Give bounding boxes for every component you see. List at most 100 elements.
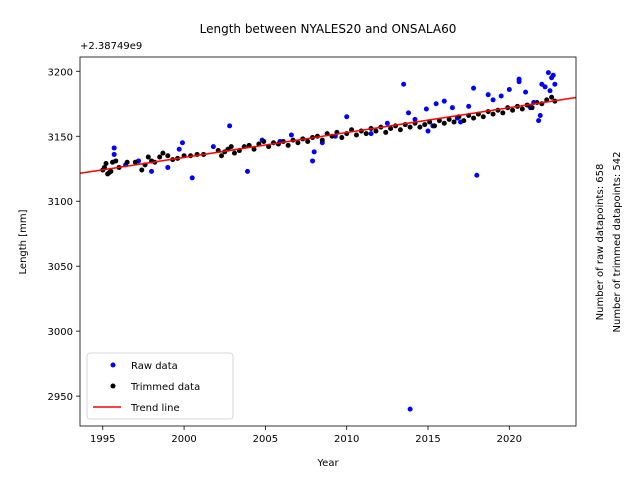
raw-data-point (423, 106, 429, 112)
y-axis-label: Length [mm] (18, 209, 29, 274)
trimmed-data-point (388, 125, 394, 131)
raw-data-point (407, 406, 413, 412)
trimmed-data-point (261, 138, 267, 144)
raw-data-point (537, 112, 543, 118)
trimmed-data-point (383, 129, 389, 135)
trimmed-data-point (397, 127, 403, 133)
y-tick-label: 3000 (48, 327, 73, 338)
trimmed-data-point (446, 116, 452, 122)
x-tick-label: 1995 (90, 434, 115, 445)
raw-data-point (506, 86, 512, 92)
trimmed-data-point (471, 115, 477, 121)
raw-data-point (441, 98, 447, 104)
trimmed-data-point (529, 105, 535, 111)
trimmed-data-point (285, 142, 291, 148)
raw-data-point (288, 132, 294, 138)
raw-data-point (368, 131, 374, 137)
raw-count-annotation: Number of raw datapoints: 658 (595, 164, 606, 321)
trimmed-data-point (480, 114, 486, 120)
x-tick-label: 2015 (415, 434, 440, 445)
trimmed-data-point (139, 167, 145, 173)
trimmed-data-point (319, 137, 325, 143)
trimmed-data-point (436, 118, 442, 124)
trimmed-data-point (251, 146, 257, 152)
x-axis: 1995 2000 2005 2010 2015 2020 (90, 426, 522, 445)
legend-box (86, 352, 234, 420)
raw-data-point (245, 168, 251, 174)
raw-data-point (449, 105, 455, 111)
raw-data-point (550, 72, 556, 78)
trimmed-data-point (295, 140, 301, 146)
raw-data-point (210, 144, 216, 150)
raw-data-point (165, 164, 171, 170)
raw-data-point (523, 89, 529, 95)
trimmed-data-point (422, 122, 428, 128)
raw-data-point (547, 88, 553, 94)
legend-trimmed-label: Trimmed data (130, 382, 200, 393)
y-tick-label: 2950 (48, 392, 73, 403)
raw-data-point (311, 149, 317, 155)
trimmed-count-annotation: Number of trimmed datapoints: 542 (612, 151, 623, 332)
trimmed-data-point (113, 158, 119, 164)
trimmed-data-point (108, 168, 114, 174)
raw-data-point (552, 81, 558, 87)
x-axis-label: Year (316, 458, 339, 469)
trimmed-data-point (339, 135, 345, 141)
x-tick-label: 2005 (253, 434, 278, 445)
trimmed-data-point (417, 124, 423, 130)
raw-data-point (498, 93, 504, 99)
trimmed-data-point (305, 138, 311, 144)
raw-data-point (425, 128, 431, 134)
raw-data-point (149, 168, 155, 174)
raw-data-point (516, 76, 522, 82)
raw-data-point (471, 85, 477, 91)
y-tick-label: 3050 (48, 262, 73, 273)
trimmed-data-point (441, 120, 447, 126)
trimmed-data-point (407, 124, 413, 130)
raw-data-point (536, 118, 542, 124)
trimmed-data-point (157, 154, 163, 160)
raw-data-point (412, 116, 418, 122)
trimmed-data-point (218, 153, 224, 159)
raw-data-point (111, 151, 117, 157)
x-tick-label: 2020 (497, 434, 522, 445)
y-tick-label: 3200 (48, 67, 73, 78)
trimmed-data-point (228, 144, 234, 150)
trimmed-data-point (461, 118, 467, 124)
raw-data-point (433, 101, 439, 107)
plot-area (79, 70, 577, 412)
raw-data-point (344, 114, 350, 120)
trimmed-data-point (519, 106, 525, 112)
trimmed-data-point (353, 132, 359, 138)
trimmed-data-point (363, 131, 369, 137)
raw-data-point (189, 175, 195, 181)
trend-line (79, 96, 577, 175)
trimmed-data-point (103, 161, 109, 167)
legend-trend-label: Trend line (130, 403, 180, 414)
legend-trimmed-marker (110, 383, 116, 389)
trimmed-data-point (145, 154, 151, 160)
trimmed-data-point (124, 159, 130, 165)
raw-data-point (111, 145, 117, 151)
trimmed-data-point (231, 150, 237, 156)
trimmed-data-point (500, 110, 506, 116)
legend: Raw data Trimmed data Trend line (86, 352, 234, 420)
trimmed-data-point (432, 123, 438, 129)
trimmed-data-point (490, 111, 496, 117)
y-tick-label: 3150 (48, 132, 73, 143)
raw-data-point (179, 140, 185, 146)
raw-data-point (490, 97, 496, 103)
raw-data-point (466, 103, 472, 109)
trimmed-data-point (373, 128, 379, 134)
raw-data-point (542, 84, 548, 90)
y-axis: 2950 3000 3050 3100 3150 3200 (48, 67, 80, 403)
trimmed-data-point (451, 119, 457, 125)
trimmed-data-point (160, 150, 166, 156)
y-offset-label: +2.38749e9 (80, 41, 142, 52)
raw-data-point (401, 81, 407, 87)
legend-raw-label: Raw data (131, 361, 178, 372)
raw-data-point (545, 70, 551, 76)
raw-data-point (474, 172, 480, 178)
raw-data-point (227, 123, 233, 129)
